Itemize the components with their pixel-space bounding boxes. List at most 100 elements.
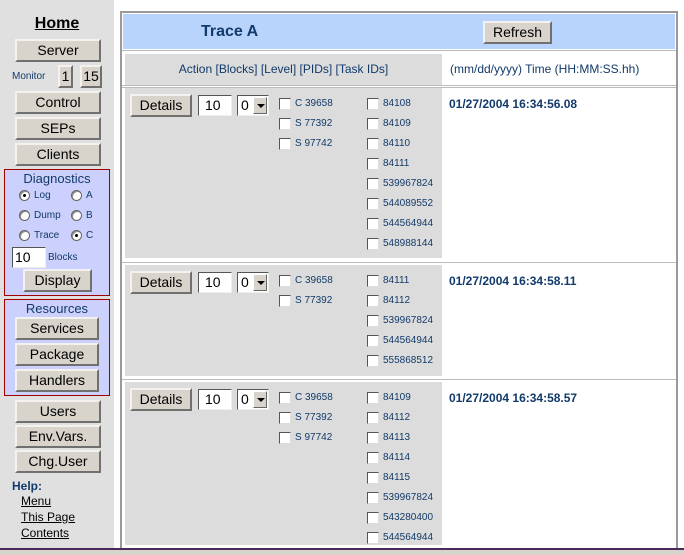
task-checkbox[interactable]	[367, 158, 379, 170]
task-label: 548988144	[383, 238, 434, 249]
trace-timestamp: 01/27/2004 16:34:58.57	[449, 391, 578, 405]
radio-dump-label: Dump	[34, 210, 61, 221]
task-label: 539967824	[383, 178, 434, 189]
details-button[interactable]: Details	[130, 94, 192, 117]
task-checkbox[interactable]	[367, 512, 379, 524]
pid-checkbox[interactable]	[279, 118, 291, 130]
radio-trace[interactable]	[19, 230, 30, 241]
radio-b-label: B	[86, 210, 93, 221]
task-checkbox[interactable]	[367, 472, 379, 484]
home-link[interactable]: Home	[34, 15, 80, 32]
task-checkbox[interactable]	[367, 238, 379, 250]
task-checkbox[interactable]	[367, 355, 379, 367]
task-checkbox[interactable]	[367, 532, 379, 544]
task-label: 544564944	[383, 532, 434, 543]
task-label: 544089552	[383, 198, 434, 209]
task-label: 555868512	[383, 355, 434, 366]
trace-timestamp: 01/27/2004 16:34:56.08	[449, 97, 578, 111]
level-select[interactable]: 0	[237, 272, 269, 293]
users-button[interactable]: Users	[15, 400, 101, 423]
task-checkbox[interactable]	[367, 198, 379, 210]
pid-checkbox[interactable]	[279, 295, 291, 307]
task-label: 84113	[383, 432, 411, 443]
refresh-button[interactable]: Refresh	[483, 21, 552, 44]
task-checkbox[interactable]	[367, 492, 379, 504]
task-checkbox[interactable]	[367, 218, 379, 230]
blocks-input[interactable]: 10	[12, 247, 46, 268]
task-checkbox[interactable]	[367, 315, 379, 327]
task-checkbox[interactable]	[367, 432, 379, 444]
task-checkbox[interactable]	[367, 295, 379, 307]
level-value: 0	[241, 97, 249, 113]
task-label: 539967824	[383, 315, 434, 326]
task-checkbox[interactable]	[367, 178, 379, 190]
pid-checkbox[interactable]	[279, 412, 291, 424]
seps-button[interactable]: SEPs	[15, 117, 101, 140]
column-header-action: Action [Blocks] [Level] [PIDs] [Task IDs…	[125, 54, 442, 85]
level-value: 0	[241, 274, 249, 290]
pid-label: S 77392	[295, 295, 333, 306]
diagnostics-panel: Diagnostics Log A Dump B Trace C 10 Bloc…	[4, 169, 110, 296]
chg-user-button[interactable]: Chg.User	[15, 450, 101, 473]
sidebar: Home Server Monitor 1 15 Control SEPs Cl…	[0, 0, 114, 548]
pid-checkbox[interactable]	[279, 275, 291, 287]
task-checkbox[interactable]	[367, 452, 379, 464]
pid-checkbox[interactable]	[279, 98, 291, 110]
task-label: 84111	[383, 158, 410, 169]
blocks-input[interactable]: 10	[198, 95, 232, 116]
level-select[interactable]: 0	[237, 389, 269, 410]
task-checkbox[interactable]	[367, 118, 379, 130]
task-label: 84115	[383, 472, 411, 483]
radio-b[interactable]	[71, 210, 82, 221]
radio-log[interactable]	[19, 190, 30, 201]
server-button[interactable]: Server	[15, 39, 101, 62]
diagnostics-title: Diagnostics	[23, 171, 91, 186]
level-value: 0	[241, 391, 249, 407]
bottom-scrollbar[interactable]	[0, 548, 684, 555]
resources-panel: Resources Services Package Handlers	[4, 299, 110, 396]
pid-label: C 39658	[295, 98, 333, 109]
help-menu-link[interactable]: Menu	[21, 494, 52, 508]
task-checkbox[interactable]	[367, 412, 379, 424]
control-button[interactable]: Control	[15, 91, 101, 114]
monitor-1-button[interactable]: 1	[58, 65, 73, 88]
task-label: 84114	[383, 452, 411, 463]
radio-dump[interactable]	[19, 210, 30, 221]
level-select[interactable]: 0	[237, 95, 269, 116]
pid-checkbox[interactable]	[279, 392, 291, 404]
chevron-down-icon[interactable]	[253, 391, 267, 408]
radio-c-label: C	[86, 230, 94, 241]
radio-trace-label: Trace	[34, 230, 60, 241]
display-button[interactable]: Display	[23, 269, 92, 292]
clients-button[interactable]: Clients	[15, 143, 101, 166]
package-button[interactable]: Package	[15, 343, 99, 366]
task-checkbox[interactable]	[367, 392, 379, 404]
monitor-label: Monitor	[12, 71, 46, 82]
blocks-input[interactable]: 10	[198, 272, 232, 293]
radio-c[interactable]	[71, 230, 82, 241]
env-vars-button[interactable]: Env.Vars.	[15, 425, 101, 448]
pid-checkbox[interactable]	[279, 432, 291, 444]
chevron-down-icon[interactable]	[253, 97, 267, 114]
pid-label: C 39658	[295, 275, 333, 286]
task-label: 84109	[383, 392, 411, 403]
blocks-input[interactable]: 10	[198, 389, 232, 410]
handlers-button[interactable]: Handlers	[15, 369, 99, 392]
task-label: 544564944	[383, 335, 434, 346]
radio-a[interactable]	[71, 190, 82, 201]
task-checkbox[interactable]	[367, 335, 379, 347]
task-label: 84112	[383, 295, 411, 306]
chevron-down-icon[interactable]	[253, 274, 267, 291]
details-button[interactable]: Details	[130, 388, 192, 411]
services-button[interactable]: Services	[15, 317, 99, 340]
task-checkbox[interactable]	[367, 98, 379, 110]
help-this-page-link[interactable]: This Page	[21, 510, 76, 524]
details-button[interactable]: Details	[130, 271, 192, 294]
pid-checkbox[interactable]	[279, 138, 291, 150]
help-contents-link[interactable]: Contents	[21, 526, 70, 540]
trace-header: Trace A Refresh	[123, 14, 675, 49]
page-title: Trace A	[201, 23, 259, 40]
monitor-15-button[interactable]: 15	[80, 65, 102, 88]
task-checkbox[interactable]	[367, 275, 379, 287]
task-checkbox[interactable]	[367, 138, 379, 150]
